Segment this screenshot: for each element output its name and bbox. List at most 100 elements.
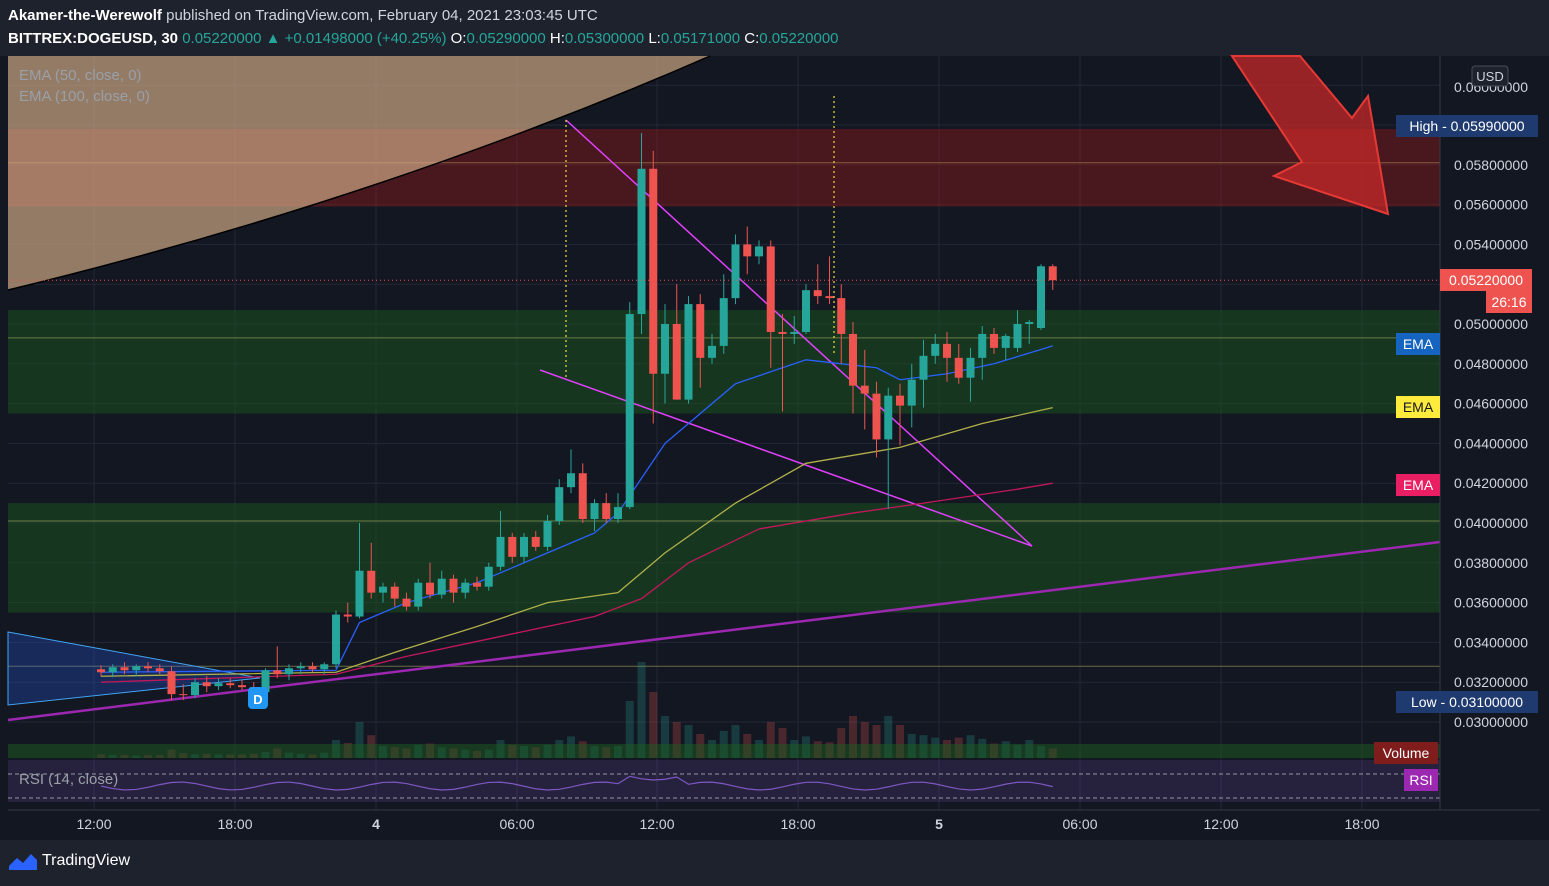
rsi-legend[interactable]: RSI (14, close)	[19, 771, 119, 788]
candle-body[interactable]	[508, 536, 517, 557]
candle-body[interactable]	[1001, 335, 1010, 348]
candle-body[interactable]	[649, 168, 658, 374]
candle-body[interactable]	[426, 582, 434, 595]
candle-body[interactable]	[743, 244, 752, 257]
candle-body[interactable]	[931, 343, 940, 356]
candle-body[interactable]	[1048, 266, 1057, 281]
dividend-marker[interactable]: D	[248, 687, 268, 709]
candle-body[interactable]	[285, 668, 293, 675]
low-price-tag-box	[1396, 691, 1538, 713]
candle-body[interactable]	[884, 395, 893, 440]
time-tick-label: 12:00	[1203, 816, 1238, 832]
candle-body[interactable]	[696, 304, 705, 358]
candle-body[interactable]	[637, 168, 646, 315]
candle-body[interactable]	[813, 290, 822, 297]
currency-button[interactable]: USD	[1471, 65, 1509, 87]
channel-edge	[7, 55, 711, 291]
candle-body[interactable]	[496, 536, 505, 567]
candle-body[interactable]	[825, 296, 834, 299]
candle-body[interactable]	[719, 298, 728, 346]
ema100-legend[interactable]: EMA (100, close, 0)	[19, 88, 150, 105]
candle-body[interactable]	[625, 314, 634, 508]
candle-body[interactable]	[966, 357, 975, 378]
candle-body[interactable]	[614, 507, 622, 520]
candle-body[interactable]	[108, 667, 117, 673]
candle-body[interactable]	[320, 664, 329, 670]
candle-body[interactable]	[672, 324, 681, 400]
candle-body[interactable]	[308, 666, 317, 670]
price-tick-label: 0.03400000	[1454, 634, 1528, 650]
candle-body[interactable]	[837, 298, 846, 334]
candle-body[interactable]	[990, 333, 998, 348]
time-tick-label: 06:00	[499, 816, 534, 832]
candle-body[interactable]	[778, 331, 787, 334]
candle-body[interactable]	[179, 694, 188, 696]
candle-body[interactable]	[849, 333, 857, 386]
candle-body[interactable]	[155, 668, 164, 672]
ema50-legend[interactable]: EMA (50, close, 0)	[19, 67, 142, 84]
candle-body[interactable]	[379, 586, 387, 593]
candle-body[interactable]	[684, 304, 693, 400]
candle-body[interactable]	[790, 331, 799, 334]
candle-body[interactable]	[238, 685, 246, 688]
candle-body[interactable]	[531, 536, 540, 547]
candle-body[interactable]	[802, 290, 810, 332]
candle-body[interactable]	[473, 582, 481, 587]
candle-body[interactable]	[390, 586, 399, 599]
candle-body[interactable]	[602, 503, 611, 520]
candle-body[interactable]	[578, 473, 587, 520]
candle-body[interactable]	[708, 345, 716, 358]
candle-body[interactable]	[543, 521, 552, 547]
author-name[interactable]: Akamer-the-Werewolf	[8, 7, 162, 24]
brand-name[interactable]: TradingView	[42, 852, 131, 869]
price-tick-label: 0.05800000	[1454, 157, 1528, 173]
time-tick-label: 18:00	[780, 816, 815, 832]
publish-line: Akamer-the-Werewolf published on Trading…	[8, 7, 598, 24]
candle-body[interactable]	[214, 683, 223, 687]
candle-body[interactable]	[461, 582, 470, 593]
candle-body[interactable]	[755, 246, 763, 257]
candle-body[interactable]	[907, 379, 916, 406]
price-chart[interactable]: D 0.03000000 0.03200000 0.03400000 0.0360000…	[0, 0, 1549, 840]
candle-body[interactable]	[1037, 266, 1045, 328]
candle-body[interactable]	[449, 578, 458, 593]
candle-body[interactable]	[402, 598, 411, 607]
candle-body[interactable]	[860, 385, 869, 394]
candle-body[interactable]	[167, 671, 176, 695]
candle-body[interactable]	[132, 666, 141, 671]
candle-body[interactable]	[97, 669, 105, 673]
candle-body[interactable]	[367, 570, 376, 593]
candle-body[interactable]	[120, 667, 129, 671]
candle-body[interactable]	[555, 487, 564, 522]
candle-body[interactable]	[978, 333, 987, 358]
candle-body[interactable]	[414, 582, 423, 607]
candle-body[interactable]	[1025, 322, 1034, 324]
candle-body[interactable]	[943, 343, 951, 358]
candle-body[interactable]	[954, 357, 963, 378]
candle-body[interactable]	[919, 355, 928, 380]
candle-body[interactable]	[731, 244, 740, 299]
candle-body[interactable]	[332, 614, 340, 665]
candle-body[interactable]	[261, 670, 270, 693]
candle-body[interactable]	[661, 324, 669, 374]
candle-body[interactable]	[202, 682, 211, 687]
candle-body[interactable]	[296, 666, 305, 669]
candle-body[interactable]	[766, 246, 775, 332]
candle-body[interactable]	[273, 670, 282, 675]
candle-body[interactable]	[567, 473, 575, 488]
volume-bar	[849, 716, 857, 758]
candle-body[interactable]	[896, 395, 904, 406]
candle-body[interactable]	[191, 682, 199, 696]
candle-body[interactable]	[226, 683, 235, 686]
candle-body[interactable]	[872, 393, 881, 440]
candle-body[interactable]	[484, 566, 493, 587]
candle-body[interactable]	[520, 536, 528, 557]
candle-body[interactable]	[437, 578, 446, 595]
candle-body[interactable]	[144, 666, 152, 669]
candle-body[interactable]	[343, 614, 352, 617]
candle-body[interactable]	[1013, 324, 1022, 348]
candle-body[interactable]	[355, 570, 364, 617]
symbol-name[interactable]: BITTREX:DOGEUSD, 30	[8, 30, 179, 47]
price-tick-label: 0.04400000	[1454, 435, 1528, 451]
candle-body[interactable]	[590, 503, 599, 520]
